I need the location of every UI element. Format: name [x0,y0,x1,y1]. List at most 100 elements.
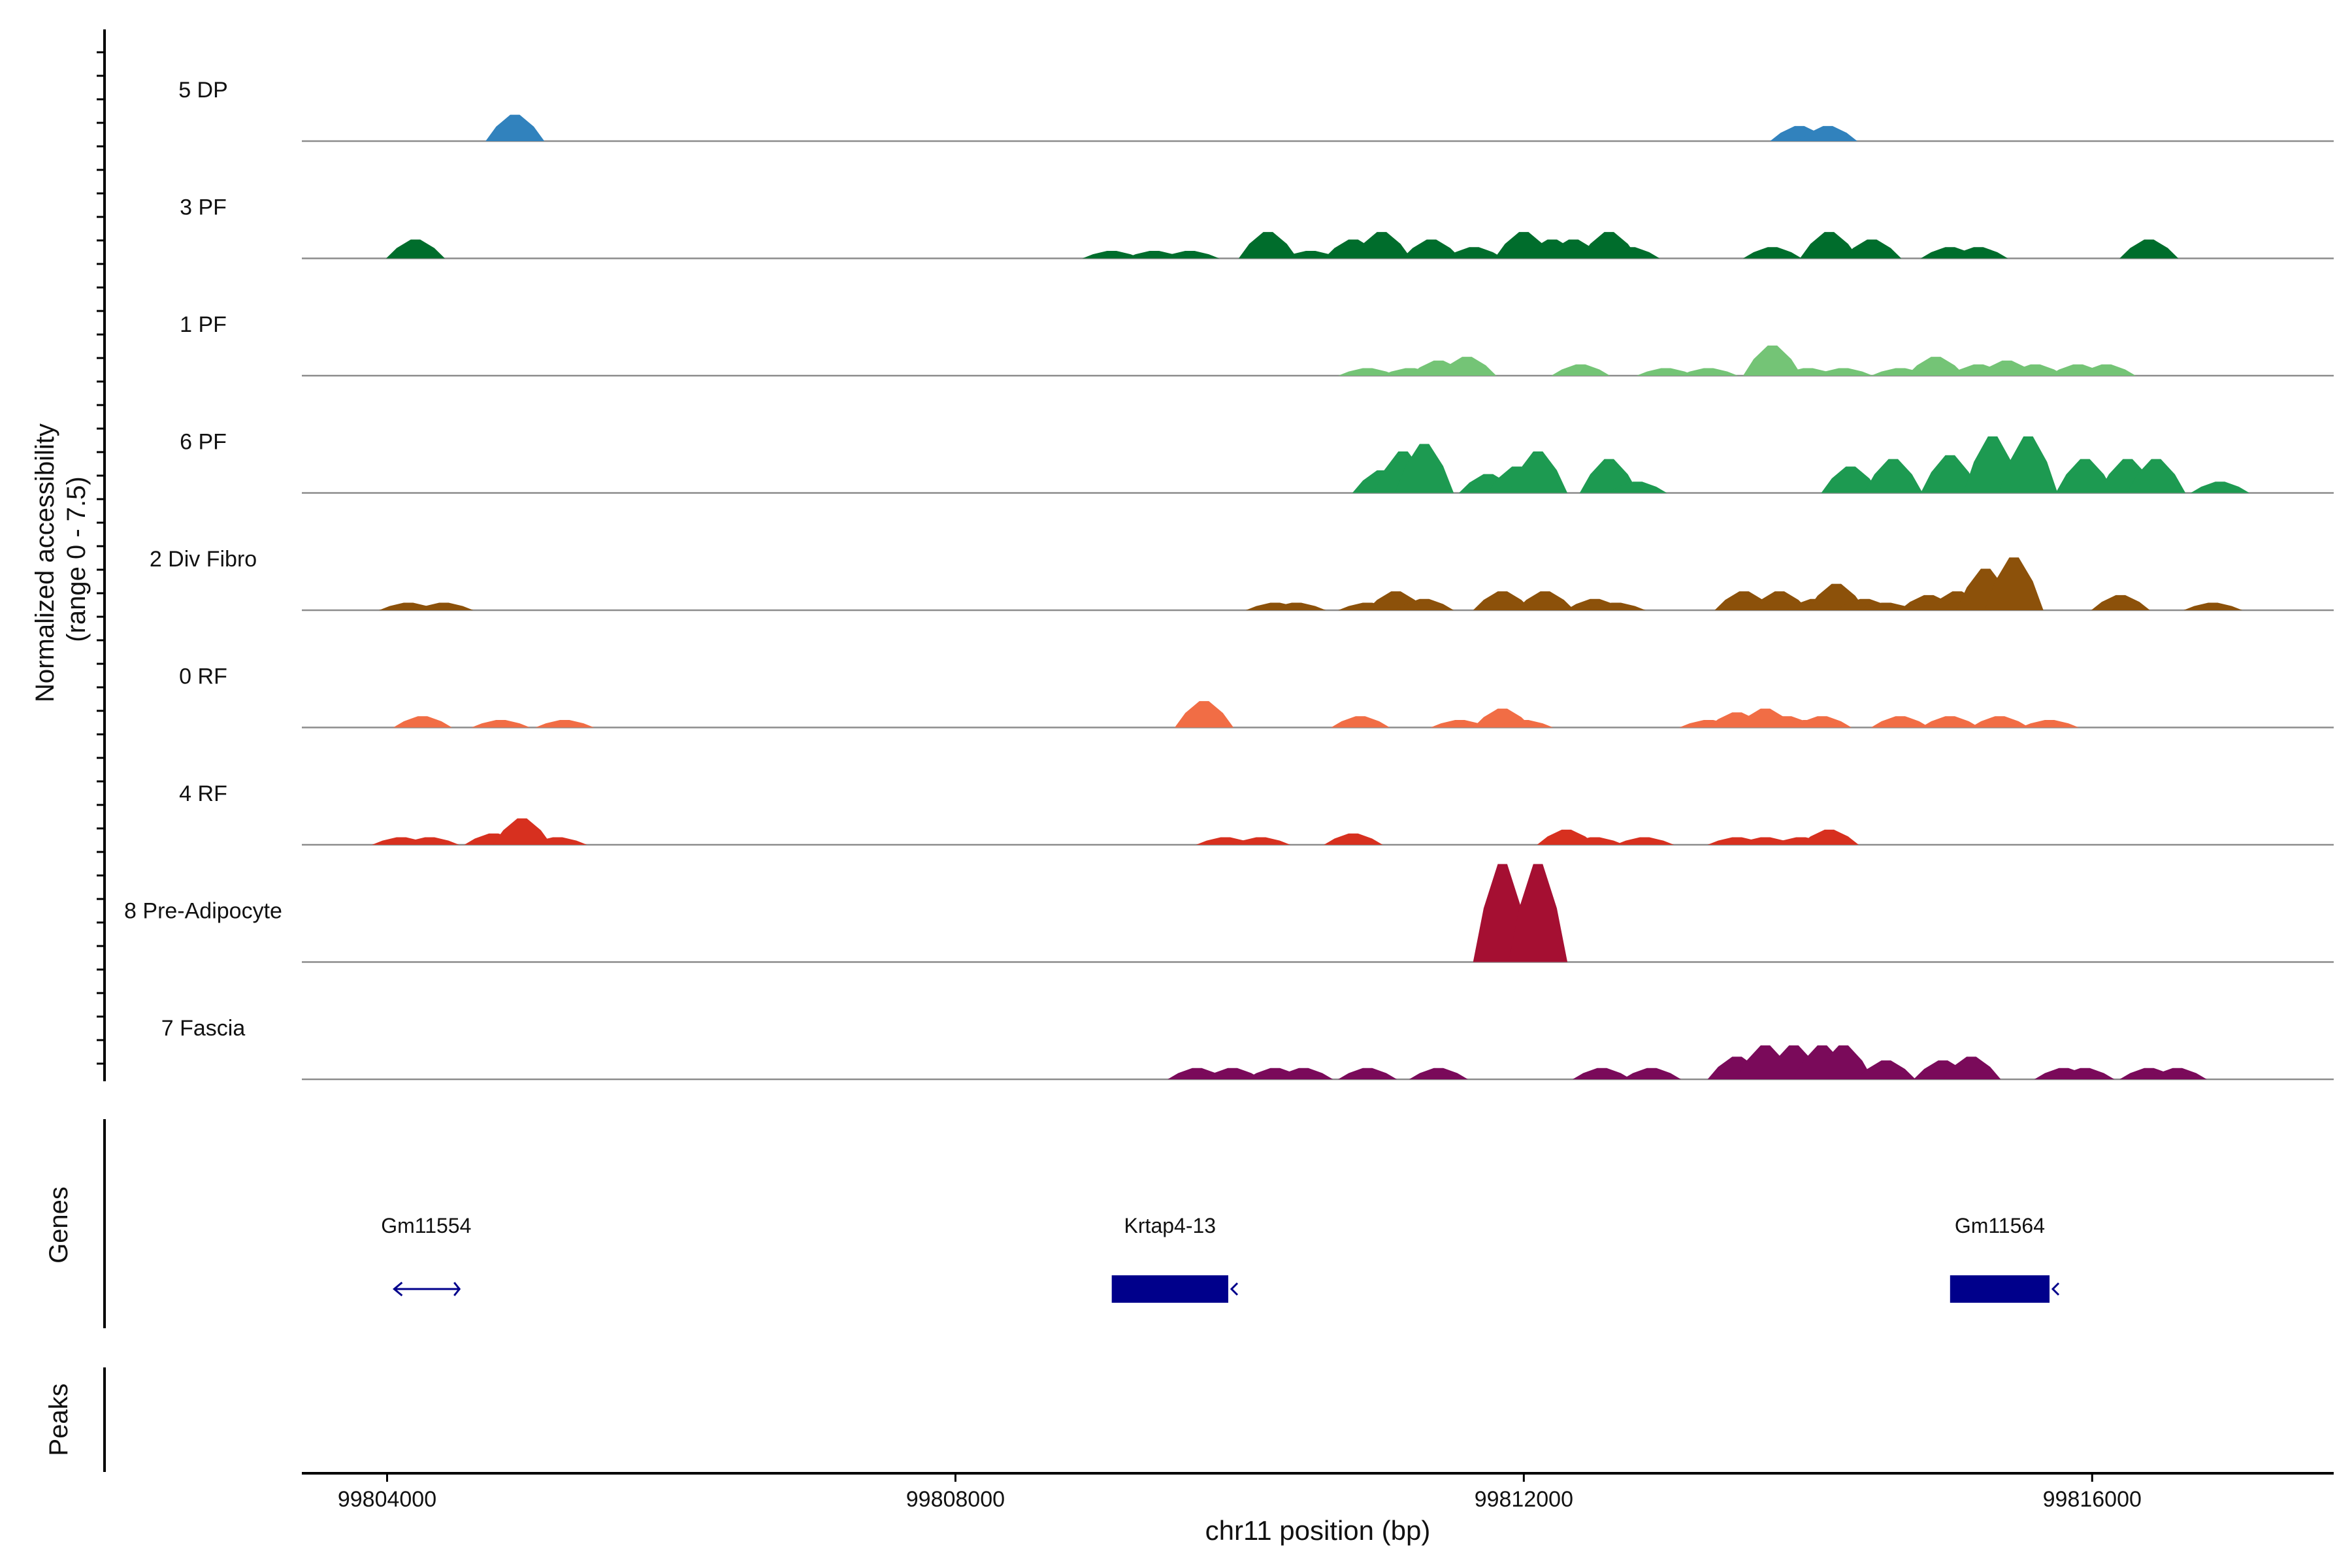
x-tick-label: 99808000 [906,1487,1005,1512]
accessibility-peak [1579,459,1639,493]
accessibility-peak [1395,444,1454,493]
accessibility-peak [393,716,452,728]
gene-label: Gm11564 [1955,1214,2045,1237]
accessibility-peak [2119,239,2179,259]
accessibility-peak [2077,364,2136,376]
accessibility-peak [2055,459,2115,493]
accessibility-peak [1999,436,2058,493]
accessibility-peak [1799,829,1859,845]
accessibility-peak [1601,247,1660,259]
track-1-pf: 1 PF [180,312,2334,377]
gene-label: Gm11554 [381,1214,471,1237]
accessibility-peak [1175,701,1234,728]
accessibility-peak [2148,1068,2207,1079]
accessibility-peak [2055,1068,2115,1079]
accessibility-peak [1821,466,1880,493]
track-4-rf: 4 RF [179,781,2334,846]
x-tick-label: 99804000 [338,1487,436,1512]
accessibility-peak [1793,716,1852,728]
gene-krtap4-13: Krtap4-13 [1111,1214,1239,1303]
accessibility-peak [1274,1068,1333,1079]
accessibility-peak [1203,1068,1262,1079]
y-axis-title-line-2: (range 0 - 7.5) [62,476,91,642]
accessibility-peak [1401,239,1461,259]
accessibility-peak [414,602,474,610]
gene-exon [1950,1275,2050,1303]
accessibility-peak [1437,357,1497,376]
accessibility-peak [1679,368,1739,376]
accessibility-peak [1615,837,1674,845]
accessibility-peak [1942,1056,2001,1079]
strand-arrow [1230,1282,1239,1296]
accessibility-peak [1409,1068,1468,1079]
accessibility-peak [1281,250,1341,259]
accessibility-peak [1814,1045,1873,1079]
x-axis-ticks: 99804000 99808000 99812000 99816000 [338,1473,2142,1512]
accessibility-peak [1856,602,1916,610]
accessibility-peak [1949,247,2008,259]
y-axis-ticks [97,51,105,1065]
strand-arrow [2051,1282,2060,1296]
accessibility-peak [385,239,445,259]
accessibility-peak [471,719,531,728]
gene-gm11564: Gm11564 [1950,1214,2060,1303]
peaks-axis-title: Peaks [44,1383,73,1456]
accessibility-peak [2020,719,2080,728]
track-7-fascia: 7 Fascia [161,1016,2334,1081]
accessibility-peak [1494,719,1554,728]
accessibility-peak [1082,250,1141,259]
accessibility-peak [1267,602,1326,610]
gene-gm11554: Gm11554 [381,1214,471,1297]
accessibility-peak [1970,716,2029,728]
accessibility-peak [1608,482,1667,493]
track-label: 8 Pre-Adipocyte [124,899,282,924]
gene-annotations: Gm11554 Krtap4-13 Gm11564 [381,1214,2060,1303]
accessibility-peak [1842,239,1902,259]
accessibility-peak [1331,716,1390,728]
track-area: 5 DP 3 PF 1 PF 6 PF 2 Div Fibro 0 RF 4 RF 8 Pre… [124,78,2334,1081]
accessibility-peak [1863,459,1923,493]
accessibility-peak [2091,595,2150,610]
track-6-pf: 6 PF [180,430,2334,494]
accessibility-peak [1445,247,1504,259]
accessibility-peak [1920,455,1980,493]
accessibility-peak [1352,232,1411,259]
track-label: 6 PF [180,430,227,455]
accessibility-peak [1906,357,1966,376]
accessibility-peak [1324,833,1383,845]
accessibility-peak [1338,1068,1397,1079]
accessibility-peak [1238,232,1298,259]
accessibility-peak [1586,602,1646,610]
accessibility-peak [1509,864,1568,962]
accessibility-peak [400,837,459,845]
track-label: 4 RF [179,781,227,806]
track-3-pf: 3 PF [180,195,2334,259]
accessibility-peak [1160,250,1220,259]
accessibility-peak [528,837,587,845]
accessibility-peak [485,114,545,141]
accessibility-peak [2183,602,2243,610]
genes-axis-title: Genes [44,1186,73,1264]
track-label: 1 PF [180,312,227,337]
track-0-rf: 0 RF [179,664,2334,728]
accessibility-peak [1799,232,1859,259]
accessibility-peak [1856,1060,1916,1079]
accessibility-peak [2006,364,2065,376]
accessibility-peak [1636,368,1695,376]
track-8-pre-adipocyte: 8 Pre-Adipocyte [124,864,2334,963]
accessibility-peak [1338,368,1397,376]
accessibility-peak [1798,125,1857,141]
gene-exon [1111,1275,1228,1303]
x-tick-label: 99812000 [1475,1487,1573,1512]
accessibility-peak [1920,716,1980,728]
accessibility-peak [1565,837,1625,845]
x-tick-label: 99816000 [2043,1487,2142,1512]
gene-end-mark [453,1282,461,1296]
accessibility-peak [2127,459,2186,493]
accessibility-peak [1870,716,1930,728]
accessibility-peak [1572,1068,1631,1079]
track-5-dp: 5 DP [178,78,2334,142]
accessibility-peak [1814,368,1873,376]
accessibility-peak [2191,482,2250,493]
accessibility-peak [1515,591,1575,610]
